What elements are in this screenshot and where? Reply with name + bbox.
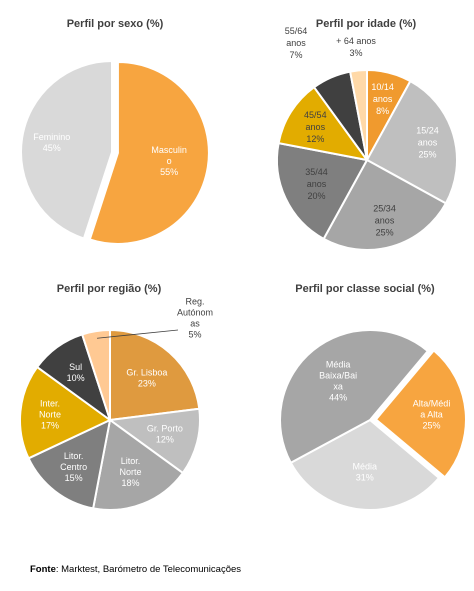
- pie-slice-25-34-anos-25: [322, 159, 447, 251]
- slice-label: Litor. Norte 18%: [120, 456, 142, 488]
- slice-label: Média Baixa/Bai xa 44%: [319, 359, 357, 402]
- pie-slice-alta-m-di-a-alta-25: [374, 349, 467, 479]
- slice-label: + 64 anos 3%: [336, 36, 376, 58]
- source-note: Fonte: Marktest, Barómetro de Telecomuni…: [30, 564, 241, 575]
- pie-slice-m-dia-31: [289, 419, 440, 511]
- pie-chart-regiao: Perfil por região (%) Gr. Lisboa 23% Gr. Po…: [19, 283, 213, 511]
- pie-slice-inter-norte-17: [19, 366, 111, 460]
- leader-line: [97, 329, 179, 339]
- pie-slice-reg-aut-nom-as-5: [81, 329, 111, 421]
- slice-label: Reg. Autónom as 5%: [177, 297, 213, 340]
- slice-label: 25/34 anos 25%: [373, 203, 396, 237]
- pie-slice-35-44-anos-20: [276, 142, 368, 240]
- source-label: Fonte: [30, 564, 56, 575]
- slice-label: Litor. Centro 15%: [60, 451, 87, 483]
- chart-title: Perfil por classe social (%): [295, 283, 435, 295]
- slice-label: 45/54 anos 12%: [304, 110, 327, 144]
- slice-label: Gr. Lisboa 23%: [126, 368, 167, 389]
- chart-title: Perfil por idade (%): [316, 18, 417, 30]
- chart-title: Perfil por sexo (%): [67, 18, 164, 30]
- slice-label: 55/64 anos 7%: [285, 26, 308, 60]
- slice-label: Sul 10%: [67, 362, 85, 383]
- pie-slice-feminino-45: [20, 60, 113, 240]
- source-text: : Marktest, Barómetro de Telecomunicaçõe…: [55, 564, 242, 575]
- pie-slice-gr-porto-12: [109, 407, 201, 474]
- pie-slice-64-anos-3: [349, 69, 368, 161]
- slice-label: Alta/Médi a Alta 25%: [413, 399, 451, 431]
- pie-slice-masculin-o-55: [88, 60, 210, 245]
- slice-label: Inter. Norte 17%: [39, 398, 61, 430]
- pie-chart-sexo: Perfil por sexo (%) Masculin o 55% Feminino 4…: [20, 18, 210, 245]
- slice-label: 10/14 anos 8%: [371, 82, 394, 116]
- slice-label: 35/44 anos 20%: [305, 167, 328, 201]
- slice-label: Média 31%: [352, 461, 377, 482]
- pie-chart-idade: Perfil por idade (%) 10/14 anos 8% 15/24 anos…: [276, 18, 458, 251]
- pie-chart-classe: Perfil por classe social (%) Alta/Médi a A…: [279, 283, 467, 511]
- slice-label: Gr. Porto 12%: [147, 424, 183, 445]
- slice-label: Feminino 45%: [33, 132, 70, 153]
- pie-slice-15-24-anos-25: [366, 80, 458, 205]
- pie-slice-m-dia-baixa-bai-xa-44: [279, 329, 429, 464]
- slice-label: 15/24 anos 25%: [416, 125, 439, 159]
- pie-slice-gr-lisboa-23: [109, 329, 201, 421]
- pie-slice-litor-norte-18: [92, 419, 184, 511]
- chart-title: Perfil por região (%): [57, 283, 162, 295]
- pie-slice-litor-centro-15: [27, 419, 111, 510]
- pie-slice-45-54-anos-12: [277, 86, 368, 161]
- slice-label: Masculin o 55%: [151, 145, 187, 177]
